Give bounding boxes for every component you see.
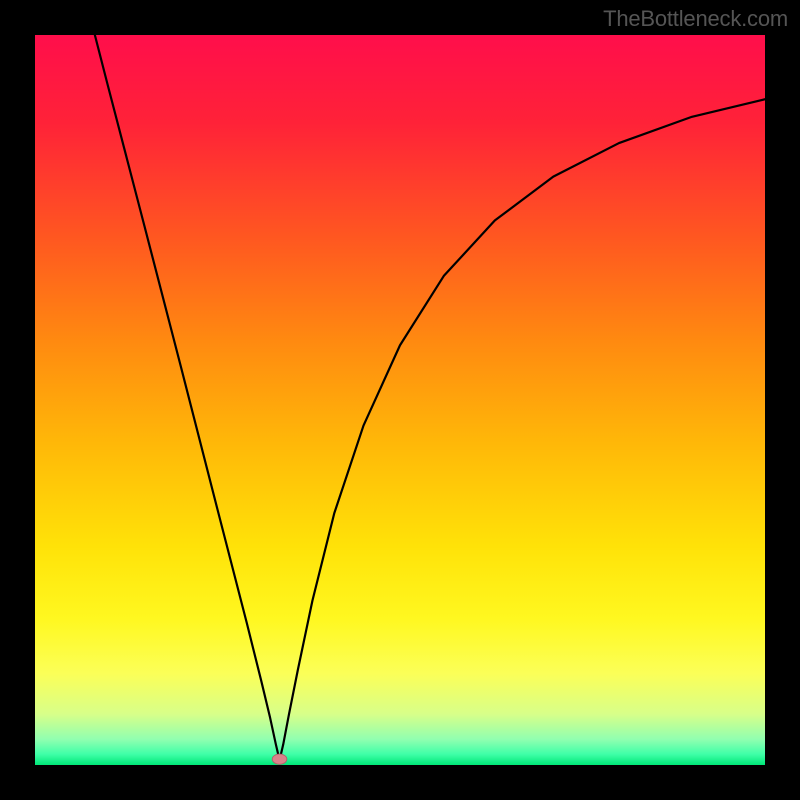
plot-svg bbox=[35, 35, 765, 765]
minimum-marker bbox=[272, 754, 287, 764]
chart-frame: TheBottleneck.com bbox=[0, 0, 800, 800]
watermark-text: TheBottleneck.com bbox=[603, 6, 788, 32]
gradient-background bbox=[35, 35, 765, 765]
plot-area bbox=[35, 35, 765, 765]
